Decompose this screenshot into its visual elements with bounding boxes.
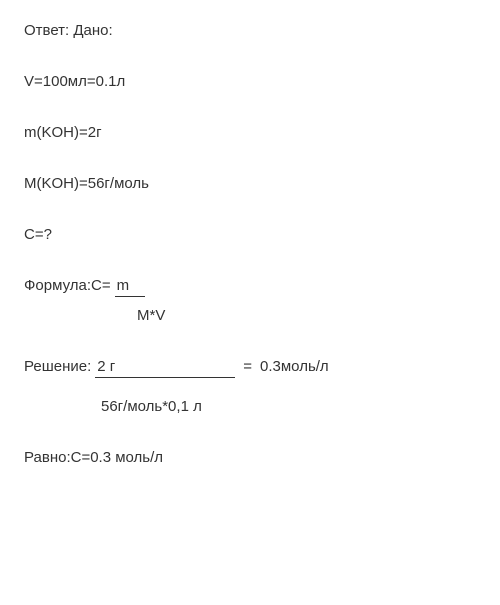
- formula-denominator: M*V: [137, 305, 476, 326]
- solution-numerator: 2 г: [95, 356, 235, 378]
- volume-line: V=100мл=0.1л: [24, 71, 476, 92]
- solution-denominator: 56г/моль*0,1 л: [101, 396, 476, 417]
- mass-line: m(KOH)=2г: [24, 122, 476, 143]
- solution-equals: =: [243, 356, 252, 377]
- concentration-unknown-line: C=?: [24, 224, 476, 245]
- formula-label: Формула:C=: [24, 275, 111, 296]
- final-answer-line: Равно:C=0.3 моль/л: [24, 447, 476, 468]
- solution-label: Решение:: [24, 356, 91, 377]
- solution-top-row: Решение: 2 г = 0.3моль/л: [24, 356, 476, 378]
- molar-mass-line: M(KOH)=56г/моль: [24, 173, 476, 194]
- formula-top-row: Формула:C= m: [24, 275, 476, 297]
- formula-numerator: m: [115, 275, 145, 297]
- solution-block: Решение: 2 г = 0.3моль/л 56г/моль*0,1 л: [24, 356, 476, 417]
- formula-block: Формула:C= m M*V: [24, 275, 476, 326]
- solution-result: 0.3моль/л: [260, 356, 329, 377]
- answer-given-line: Ответ: Дано:: [24, 20, 476, 41]
